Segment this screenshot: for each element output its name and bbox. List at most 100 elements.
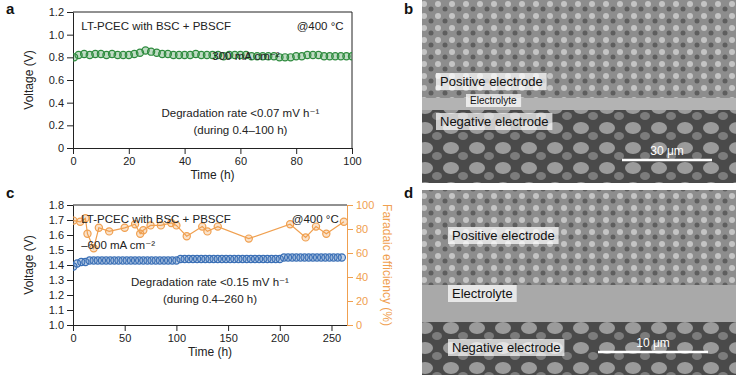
- frame: [73, 205, 347, 206]
- y2-axis: 020406080100: [347, 199, 374, 331]
- tick-mark: [347, 277, 353, 278]
- scale-bar: [598, 351, 708, 354]
- tick-label: 60: [235, 155, 247, 167]
- label-box: [436, 73, 547, 90]
- tick: 100: [347, 199, 374, 211]
- image-layer: [422, 322, 736, 375]
- tick: 0.4: [49, 97, 73, 109]
- axis-line: [74, 325, 348, 326]
- point: [245, 235, 252, 242]
- tick-mark: [347, 253, 353, 254]
- y2-axis-title: Faradaic efficiency (%): [380, 204, 394, 326]
- tick-mark: [67, 325, 73, 326]
- point: [204, 228, 211, 235]
- y-axis: 1.01.11.21.31.41.51.61.71.8: [49, 199, 74, 331]
- tick-label: 1.2: [49, 289, 64, 301]
- tick-label: 0: [356, 319, 362, 331]
- tick-mark: [280, 325, 281, 331]
- image-layer: [422, 190, 736, 285]
- tick: 50: [119, 325, 131, 344]
- annotation: –600 mA cm⁻²: [81, 239, 155, 251]
- tick: 1.8: [49, 199, 73, 211]
- tick: 60: [235, 148, 247, 167]
- image-layer: [422, 110, 736, 183]
- x-axis: 020406080100: [70, 148, 361, 167]
- tick-label: 1.0: [49, 319, 64, 331]
- tick: 0: [70, 148, 76, 167]
- tick-label: 20: [356, 295, 368, 307]
- tick-label: 40: [179, 155, 191, 167]
- x-axis-title: Time (h): [188, 345, 232, 359]
- panel-letter: d: [404, 184, 413, 201]
- point: [323, 230, 330, 237]
- tick-label: 20: [123, 155, 135, 167]
- tick-mark: [67, 125, 73, 126]
- tick-label: 1.5: [49, 244, 64, 256]
- image-label: Electrolyte: [466, 94, 521, 107]
- label-text: Negative electrode: [440, 114, 548, 129]
- image-label: Electrolyte: [448, 285, 517, 302]
- image-label: Positive electrode: [448, 227, 559, 244]
- tick-label: 0: [70, 155, 76, 167]
- x-axis: 050100150200250: [70, 325, 347, 344]
- tick: 60: [347, 247, 368, 259]
- annotation: LT-PCEC with BSC + PBSCF: [81, 213, 231, 225]
- tick-mark: [331, 325, 332, 331]
- tick: 1.6: [49, 229, 73, 241]
- scale-bar-label: 10 μm: [636, 336, 670, 350]
- tick-mark: [67, 310, 73, 311]
- y-axis-title: Voltage (V): [22, 50, 36, 109]
- annotation: (during 0.4–260 h): [163, 293, 257, 305]
- point: [140, 227, 147, 234]
- label-box: [466, 94, 521, 107]
- tick-mark: [67, 250, 73, 251]
- panel-letter: c: [6, 184, 14, 201]
- tick-label: 100: [356, 199, 374, 211]
- panel-letter: a: [6, 0, 15, 17]
- tick-mark: [352, 148, 353, 154]
- axis-line: [74, 148, 353, 149]
- tick-mark: [67, 235, 73, 236]
- tick-label: 100: [168, 332, 186, 344]
- tick: 20: [347, 295, 368, 307]
- annotation: (during 0.4–100 h): [193, 124, 287, 136]
- tick: 0.8: [49, 51, 73, 63]
- tick-mark: [347, 229, 353, 230]
- tick-mark: [185, 148, 186, 154]
- image-layer: [422, 285, 736, 322]
- tick: 0: [70, 325, 76, 344]
- tick: 0.2: [49, 119, 73, 131]
- tick-label: 80: [356, 223, 368, 235]
- annotation: Degradation rate <0.15 mV h⁻¹: [131, 276, 289, 288]
- tick-mark: [67, 12, 73, 13]
- plot-area: [73, 47, 352, 61]
- label-text: Positive electrode: [440, 74, 543, 89]
- tick: 1.0: [49, 29, 73, 41]
- label-box: [448, 285, 517, 302]
- chart: 0501001502002501.01.11.21.31.41.51.61.71…: [6, 184, 394, 359]
- tick-mark: [67, 220, 73, 221]
- tick: 1.4: [49, 259, 73, 271]
- tick-label: 0: [58, 142, 64, 154]
- tick-mark: [125, 325, 126, 331]
- point: [338, 254, 345, 261]
- tick-mark: [67, 295, 73, 296]
- tick-label: 250: [323, 332, 341, 344]
- tick-mark: [67, 80, 73, 81]
- tick-mark: [73, 325, 74, 331]
- label-box: [448, 339, 564, 356]
- tick-mark: [176, 325, 177, 331]
- tick-label: 1.1: [49, 304, 64, 316]
- tick-mark: [73, 148, 74, 154]
- tick-mark: [67, 35, 73, 36]
- label-text: Electrolyte: [470, 95, 517, 106]
- tick-mark: [129, 148, 130, 154]
- tick-mark: [67, 265, 73, 266]
- tick: 150: [219, 325, 237, 344]
- tick-label: 60: [356, 247, 368, 259]
- label-box: [448, 227, 559, 244]
- label-box: [436, 113, 552, 130]
- tick: 20: [123, 148, 135, 167]
- y-axis-title: Voltage (V): [22, 235, 36, 294]
- point: [302, 234, 309, 241]
